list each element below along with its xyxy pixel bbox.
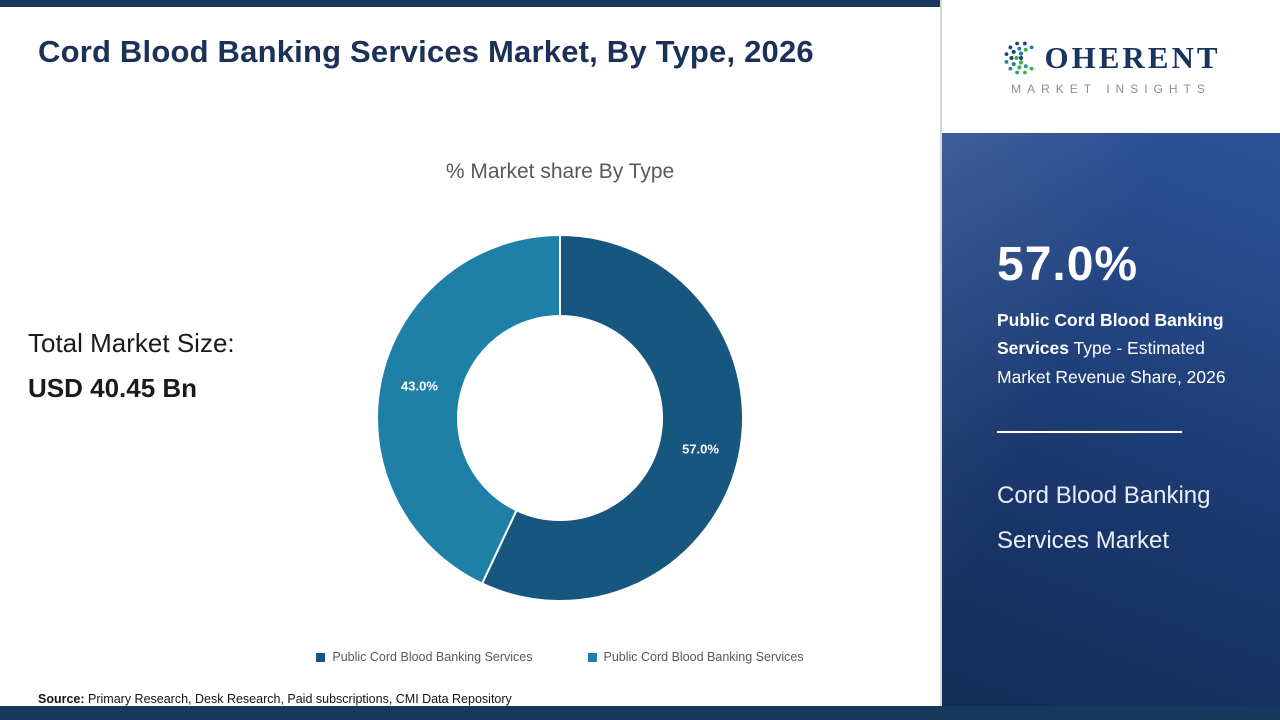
donut-chart-svg: 57.0% 43.0%: [376, 233, 744, 602]
page-title: Cord Blood Banking Services Market, By T…: [38, 34, 814, 69]
slice-data-label: 57.0%: [682, 441, 719, 456]
legend-label: Public Cord Blood Banking Services: [603, 650, 804, 664]
source-text: Primary Research, Desk Research, Paid su…: [84, 692, 512, 706]
logo-subtext: MARKET INSIGHTS: [1011, 81, 1211, 96]
total-market-value: USD 40.45 Bn: [28, 373, 198, 403]
top-accent-bar: [0, 0, 940, 7]
slice-data-label: 43.0%: [401, 379, 438, 394]
sidebar: OHERENT MARKET INSIGHTS 57.0% Public Cor…: [940, 0, 1280, 720]
donut-slice[interactable]: [480, 233, 744, 602]
panel-divider: [997, 431, 1182, 434]
logo-area: OHERENT MARKET INSIGHTS: [942, 0, 1280, 133]
legend-swatch: [316, 652, 326, 662]
highlight-stat-value: 57.0%: [997, 238, 1139, 291]
legend-item[interactable]: Public Cord Blood Banking Services: [316, 650, 533, 664]
highlight-panel: 57.0% Public Cord Blood Banking Services…: [942, 133, 1280, 720]
donut-chart: 57.0% 43.0%: [370, 228, 750, 608]
legend-swatch: [587, 652, 597, 662]
logo-wordmark: OHERENT: [1044, 39, 1221, 75]
legend-item[interactable]: Public Cord Blood Banking Services: [587, 650, 804, 664]
total-market-label: Total Market Size:: [28, 328, 235, 358]
source-note: Source: Primary Research, Desk Research,…: [38, 692, 512, 706]
total-market-block: Total Market Size: USD 40.45 Bn: [28, 328, 235, 404]
highlight-stat-description: Public Cord Blood Banking Services Type …: [997, 306, 1242, 391]
chart-title: % Market share By Type: [445, 160, 675, 183]
panel-market-title: Cord Blood Banking Services Market: [997, 482, 1211, 555]
source-label: Source:: [38, 692, 85, 706]
main-area: Cord Blood Banking Services Market, By T…: [0, 0, 940, 706]
bottom-accent-bar: [0, 706, 1280, 720]
coherent-c-icon: [1005, 41, 1034, 74]
legend-label: Public Cord Blood Banking Services: [332, 650, 533, 664]
highlight-panel-content: 57.0% Public Cord Blood Banking Services…: [942, 133, 1280, 563]
chart-legend: Public Cord Blood Banking Services Public…: [180, 650, 940, 664]
coherent-logo: OHERENT: [1001, 38, 1220, 78]
highlight-stat-rest: Type - Estimated Market Revenue Share, 2…: [997, 338, 1226, 387]
highlight-stat-bold: Public Cord Blood Banking Services: [997, 310, 1224, 359]
donut-slice[interactable]: [376, 233, 561, 585]
